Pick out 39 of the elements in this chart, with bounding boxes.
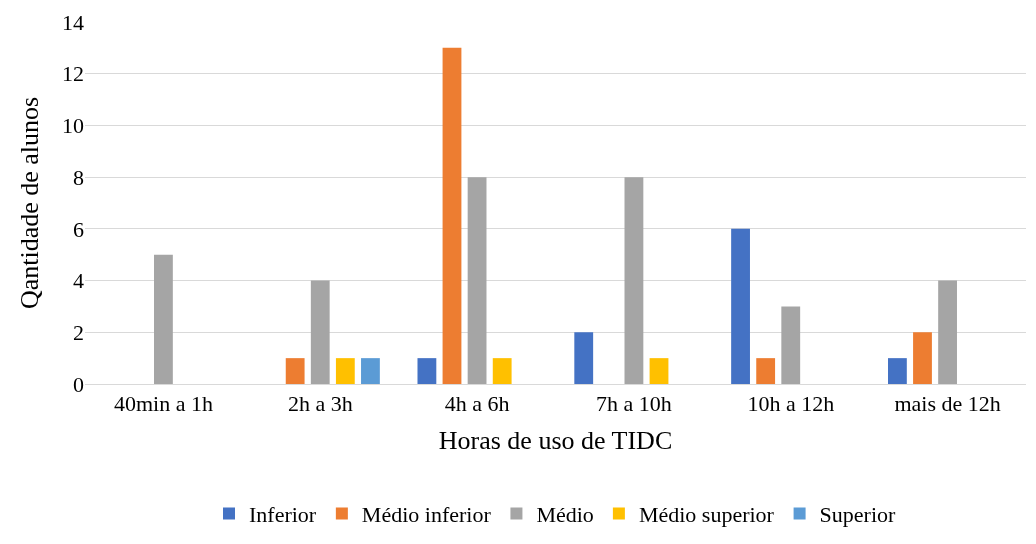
x-tick-label: 4h a 6h	[444, 391, 510, 417]
x-tick-label: 7h a 10h	[596, 391, 672, 417]
bar	[361, 358, 380, 384]
x-axis-title: Horas de uso de TIDC	[438, 426, 673, 456]
bar	[154, 254, 173, 384]
x-tick-label: 10h a 12h	[747, 391, 835, 417]
x-tick-label: 2h a 3h	[287, 391, 353, 417]
bar	[887, 358, 907, 384]
x-tick-label: mais de 12h	[894, 391, 1001, 417]
bar	[442, 47, 462, 384]
y-tick-label: 14	[62, 9, 84, 35]
bar	[574, 332, 594, 384]
bar	[467, 177, 487, 384]
bar	[731, 228, 750, 384]
y-tick-label: 6	[73, 216, 84, 242]
bar	[913, 332, 932, 384]
bar	[492, 358, 512, 384]
bar	[310, 280, 330, 384]
y-tick-label: 2	[73, 319, 84, 345]
bar	[938, 280, 957, 384]
y-tick-label: 4	[73, 268, 84, 294]
bar	[756, 358, 776, 384]
x-tick-label: 40min a 1h	[113, 391, 213, 417]
bar	[649, 358, 669, 384]
legend-label: Médio inferior	[361, 501, 492, 527]
y-tick-label: 8	[73, 164, 84, 190]
y-tick-label: 12	[62, 61, 84, 87]
legend-label: Médio superior	[638, 501, 775, 527]
bar	[781, 306, 801, 384]
y-tick-label: 10	[62, 113, 84, 139]
legend-label: Superior	[819, 501, 897, 527]
legend-label: Médio	[536, 501, 594, 527]
bar	[335, 358, 355, 384]
bar	[417, 358, 437, 384]
y-axis-title: Qantidade de alunos	[15, 96, 45, 310]
bar	[285, 358, 305, 384]
y-tick-label: 0	[73, 371, 84, 397]
legend-label: Inferior	[249, 501, 317, 527]
bar	[624, 177, 644, 384]
